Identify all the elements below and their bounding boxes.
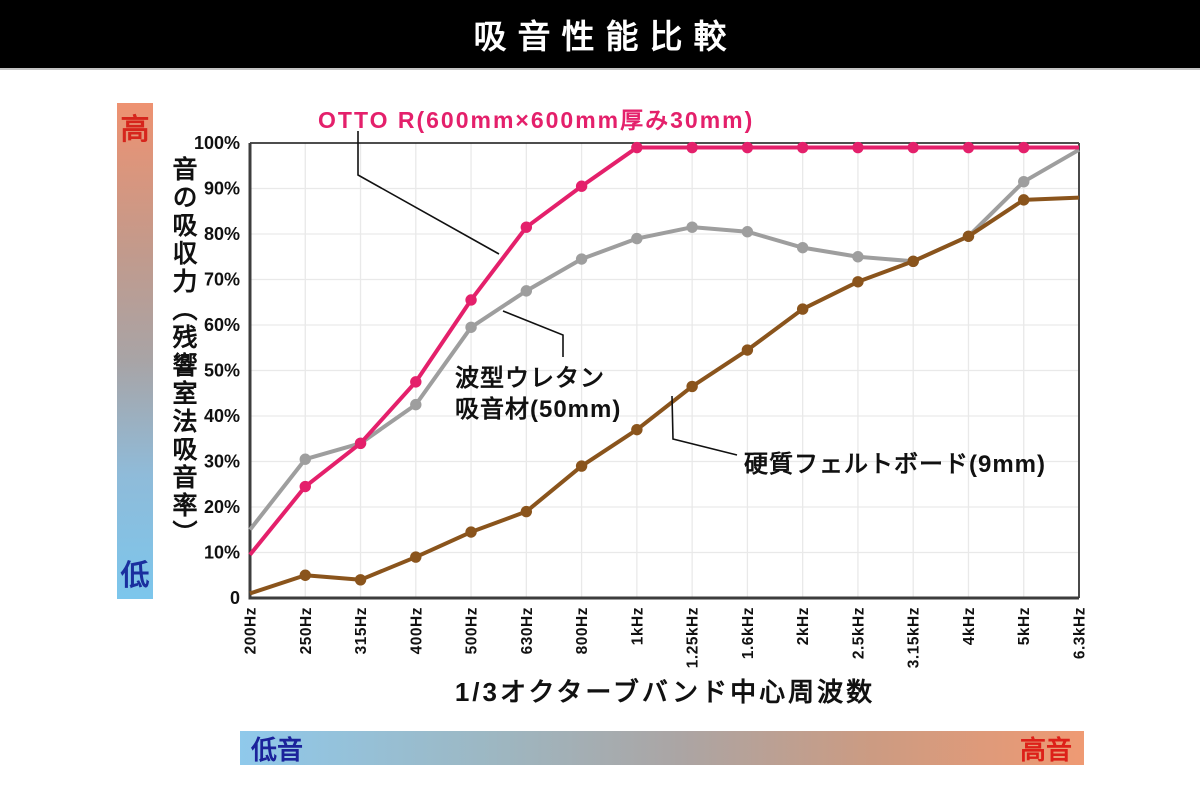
series-label-urethane-line2: 吸音材(50mm) — [455, 396, 622, 423]
series-marker-felt-board — [520, 505, 533, 518]
series-marker-felt-board — [686, 380, 698, 393]
x-tick-label: 2kHz — [795, 607, 812, 645]
series-marker-felt-board — [962, 230, 975, 242]
series-marker-otto-r — [354, 437, 367, 449]
y-tick-label: 60% — [204, 315, 240, 335]
series-marker-felt-board — [796, 303, 809, 315]
series-marker-otto-r — [1018, 141, 1030, 154]
series-marker-otto-r — [631, 141, 643, 154]
series-marker-urethane — [741, 226, 754, 238]
series-marker-urethane — [631, 232, 643, 245]
x-tick-label: 1.25kHz — [685, 607, 702, 668]
series-marker-otto-r — [465, 294, 477, 306]
series-marker-felt-board — [465, 526, 477, 538]
x-tick-label: 4kHz — [961, 607, 978, 645]
y-tick-label: 70% — [204, 270, 240, 290]
frequency-range-scale: 低音 高音 — [240, 731, 1084, 765]
leader-felt-board — [671, 395, 738, 456]
series-marker-otto-r — [520, 221, 533, 233]
y-tick-label: 50% — [204, 361, 240, 381]
x-tick-label: 1.6kHz — [740, 607, 757, 659]
x-tick-label: 2.5kHz — [850, 607, 867, 659]
x-tick-label: 200Hz — [243, 607, 260, 654]
y-tick-label: 40% — [204, 406, 240, 426]
series-line-otto-r — [248, 145, 1079, 557]
series-marker-otto-r — [299, 480, 311, 493]
series-marker-otto-r — [907, 141, 919, 154]
series-marker-otto-r — [575, 180, 588, 192]
series-marker-otto-r — [410, 376, 422, 388]
series-marker-urethane — [796, 241, 809, 254]
y-tick-label: 0 — [230, 588, 240, 608]
high-frequency-label: 高音 — [1019, 734, 1072, 765]
y-tick-label: 10% — [204, 543, 240, 563]
series-marker-felt-board — [575, 460, 588, 472]
scale-low-label: 低 — [120, 560, 150, 592]
series-marker-felt-board — [631, 423, 643, 436]
y-tick-label: 90% — [204, 179, 240, 199]
leader-otto-r — [357, 131, 500, 255]
scale-high-label: 高 — [120, 114, 150, 146]
x-axis-title: 1/3オクターブバンド中心周波数 — [454, 677, 876, 707]
series-marker-felt-board — [354, 574, 367, 586]
x-tick-label: 630Hz — [519, 607, 536, 654]
series-line-felt-board — [249, 195, 1080, 596]
series-marker-urethane — [465, 321, 477, 333]
x-tick-label: 5kHz — [1016, 607, 1033, 645]
absorption-level-scale: 高 低 — [117, 103, 153, 599]
series-marker-otto-r — [741, 141, 754, 154]
series-marker-urethane — [686, 221, 698, 233]
title-bar: 吸音性能比較 — [0, 0, 1200, 70]
series-marker-felt-board — [852, 276, 864, 288]
series-marker-urethane — [852, 251, 864, 263]
series-marker-felt-board — [1018, 194, 1030, 206]
series-label-urethane: 波型ウレタン 吸音材(50mm) — [455, 363, 621, 425]
x-tick-label: 315Hz — [353, 607, 370, 654]
y-tick-label: 30% — [204, 452, 240, 472]
series-marker-otto-r — [686, 141, 698, 154]
series-label-otto-r: OTTO R(600mm×600mm厚み30mm) — [318, 107, 755, 133]
series-marker-urethane — [1018, 175, 1030, 188]
series-marker-felt-board — [907, 255, 919, 267]
x-tick-label: 1kHz — [629, 607, 646, 645]
series-marker-urethane — [299, 453, 311, 465]
series-marker-otto-r — [962, 141, 975, 154]
x-tick-label: 250Hz — [298, 607, 315, 654]
series-marker-felt-board — [410, 551, 422, 563]
y-tick-label: 80% — [204, 224, 240, 244]
x-tick-label: 6.3kHz — [1072, 607, 1089, 659]
series-marker-urethane — [575, 253, 588, 265]
x-tick-label: 800Hz — [574, 607, 591, 654]
series-marker-urethane — [520, 285, 533, 297]
x-tick-label: 3.15kHz — [906, 607, 923, 668]
x-tick-label: 500Hz — [464, 607, 481, 654]
leader-urethane — [502, 310, 564, 357]
y-axis-title: 音の吸収力（残響室法吸音率） — [169, 156, 197, 548]
series-marker-felt-board — [741, 344, 754, 356]
y-tick-label: 100% — [194, 133, 240, 153]
series-marker-otto-r — [852, 141, 864, 154]
series-marker-otto-r — [796, 141, 809, 154]
y-tick-label: 20% — [204, 497, 240, 517]
series-marker-urethane — [410, 398, 422, 411]
series-label-felt-board: 硬質フェルトボード(9mm) — [744, 451, 1047, 478]
x-tick-label: 400Hz — [408, 607, 425, 654]
page-title: 吸音性能比較 — [473, 18, 738, 55]
low-frequency-label: 低音 — [251, 734, 304, 765]
series-marker-felt-board — [299, 569, 311, 581]
series-label-urethane-line1: 波型ウレタン — [455, 365, 605, 392]
